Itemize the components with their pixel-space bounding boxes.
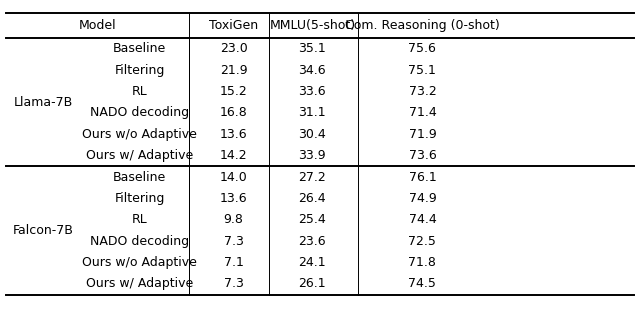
Text: 24.1: 24.1 bbox=[298, 256, 326, 269]
Text: NADO decoding: NADO decoding bbox=[90, 235, 189, 248]
Text: 33.6: 33.6 bbox=[298, 85, 326, 98]
Text: 76.1: 76.1 bbox=[408, 170, 436, 183]
Text: 9.8: 9.8 bbox=[223, 213, 244, 226]
Text: 30.4: 30.4 bbox=[298, 128, 326, 141]
Text: 7.3: 7.3 bbox=[223, 277, 244, 290]
Text: 72.5: 72.5 bbox=[408, 235, 436, 248]
Text: 71.8: 71.8 bbox=[408, 256, 436, 269]
Text: Filtering: Filtering bbox=[115, 64, 164, 77]
Text: Falcon-7B: Falcon-7B bbox=[13, 224, 74, 237]
Text: 14.0: 14.0 bbox=[220, 170, 248, 183]
Text: NADO decoding: NADO decoding bbox=[90, 107, 189, 120]
Text: 73.2: 73.2 bbox=[408, 85, 436, 98]
Text: 7.1: 7.1 bbox=[223, 256, 244, 269]
Text: 74.4: 74.4 bbox=[408, 213, 436, 226]
Text: 16.8: 16.8 bbox=[220, 107, 248, 120]
Text: Ours w/o Adaptive: Ours w/o Adaptive bbox=[82, 128, 197, 141]
Text: 13.6: 13.6 bbox=[220, 192, 248, 205]
Text: 23.6: 23.6 bbox=[298, 235, 326, 248]
Text: MMLU(5-shot): MMLU(5-shot) bbox=[269, 19, 355, 32]
Text: Ours w/ Adaptive: Ours w/ Adaptive bbox=[86, 149, 193, 162]
Text: 74.9: 74.9 bbox=[408, 192, 436, 205]
Text: Baseline: Baseline bbox=[113, 170, 166, 183]
Text: 74.5: 74.5 bbox=[408, 277, 436, 290]
Text: Com. Reasoning (0-shot): Com. Reasoning (0-shot) bbox=[345, 19, 500, 32]
Text: 73.6: 73.6 bbox=[408, 149, 436, 162]
Text: 75.1: 75.1 bbox=[408, 64, 436, 77]
Text: 71.4: 71.4 bbox=[408, 107, 436, 120]
Text: 71.9: 71.9 bbox=[408, 128, 436, 141]
Text: Llama-7B: Llama-7B bbox=[14, 96, 73, 109]
Text: 27.2: 27.2 bbox=[298, 170, 326, 183]
Text: 26.1: 26.1 bbox=[298, 277, 326, 290]
Text: Filtering: Filtering bbox=[115, 192, 164, 205]
Text: 15.2: 15.2 bbox=[220, 85, 248, 98]
Text: 25.4: 25.4 bbox=[298, 213, 326, 226]
Text: Baseline: Baseline bbox=[113, 42, 166, 55]
Text: 23.0: 23.0 bbox=[220, 42, 248, 55]
Text: 21.9: 21.9 bbox=[220, 64, 248, 77]
Text: 31.1: 31.1 bbox=[298, 107, 326, 120]
Text: 35.1: 35.1 bbox=[298, 42, 326, 55]
Text: RL: RL bbox=[132, 213, 147, 226]
Text: ToxiGen: ToxiGen bbox=[209, 19, 258, 32]
Text: RL: RL bbox=[132, 85, 147, 98]
Text: Ours w/o Adaptive: Ours w/o Adaptive bbox=[82, 256, 197, 269]
Text: 33.9: 33.9 bbox=[298, 149, 326, 162]
Text: 7.3: 7.3 bbox=[223, 235, 244, 248]
Text: 26.4: 26.4 bbox=[298, 192, 326, 205]
Text: Ours w/ Adaptive: Ours w/ Adaptive bbox=[86, 277, 193, 290]
Text: 14.2: 14.2 bbox=[220, 149, 248, 162]
Text: 75.6: 75.6 bbox=[408, 42, 436, 55]
Text: 34.6: 34.6 bbox=[298, 64, 326, 77]
Text: 13.6: 13.6 bbox=[220, 128, 248, 141]
Text: Model: Model bbox=[79, 19, 116, 32]
